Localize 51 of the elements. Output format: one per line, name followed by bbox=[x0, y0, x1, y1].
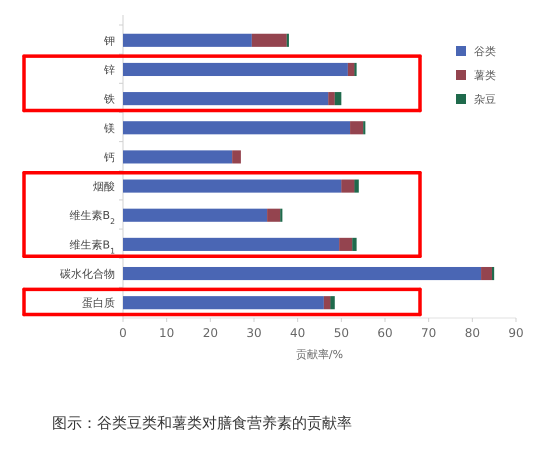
x-tick-label: 90 bbox=[508, 326, 524, 340]
y-tick-label: 锌 bbox=[103, 63, 115, 76]
y-tick-label: 镁 bbox=[103, 122, 115, 135]
bar bbox=[352, 238, 357, 251]
bar bbox=[123, 238, 340, 251]
y-tick-label: 碳水化合物 bbox=[59, 268, 115, 281]
y-tick-label: 铁 bbox=[103, 92, 115, 106]
bar bbox=[350, 121, 364, 134]
x-tick-label: 60 bbox=[377, 326, 393, 340]
x-tick-label: 30 bbox=[246, 326, 262, 340]
bar bbox=[324, 296, 330, 310]
bar bbox=[123, 34, 252, 47]
legend-label: 薯类 bbox=[474, 69, 496, 82]
bar bbox=[123, 121, 350, 134]
bar bbox=[123, 296, 324, 310]
x-tick-label: 50 bbox=[334, 326, 349, 340]
bar bbox=[330, 296, 335, 310]
x-tick-label: 80 bbox=[464, 326, 480, 340]
legend-label: 杂豆 bbox=[474, 93, 496, 106]
bar bbox=[481, 266, 492, 280]
bar bbox=[339, 238, 352, 251]
x-tick-label: 0 bbox=[119, 326, 127, 340]
bar bbox=[252, 34, 287, 47]
text: 图示：谷类豆类和薯类对膳食营养素的贡献率 bbox=[52, 414, 352, 432]
bar bbox=[267, 208, 280, 222]
x-tick-label: 40 bbox=[290, 326, 306, 340]
y-tick-label: 蛋白质 bbox=[82, 296, 115, 310]
legend-label: 谷类 bbox=[474, 45, 496, 58]
bar bbox=[123, 62, 348, 76]
bar bbox=[354, 62, 357, 76]
y-tick-label: 烟酸 bbox=[93, 180, 115, 194]
x-tick-label: 70 bbox=[421, 326, 436, 340]
x-tick-label: 10 bbox=[159, 326, 174, 340]
y-tick-label: 钾 bbox=[103, 34, 115, 48]
x-tick-label: 20 bbox=[202, 326, 218, 340]
bar bbox=[123, 92, 328, 106]
bar bbox=[232, 150, 241, 164]
bar bbox=[354, 180, 359, 193]
bar bbox=[334, 92, 342, 106]
bar bbox=[328, 92, 335, 106]
bar bbox=[348, 62, 354, 76]
bar bbox=[123, 180, 342, 193]
y-tick-label: 钙 bbox=[103, 150, 115, 164]
bar bbox=[123, 266, 482, 280]
bar bbox=[123, 208, 268, 222]
y-tick-label: 维生素B$_{1}$ bbox=[70, 238, 116, 255]
bar bbox=[123, 150, 232, 164]
bar bbox=[492, 266, 494, 280]
y-tick-label: 维生素B$_{2}$ bbox=[70, 209, 116, 226]
x-axis-title: 贡献率/% bbox=[296, 348, 344, 361]
bar bbox=[341, 180, 354, 193]
